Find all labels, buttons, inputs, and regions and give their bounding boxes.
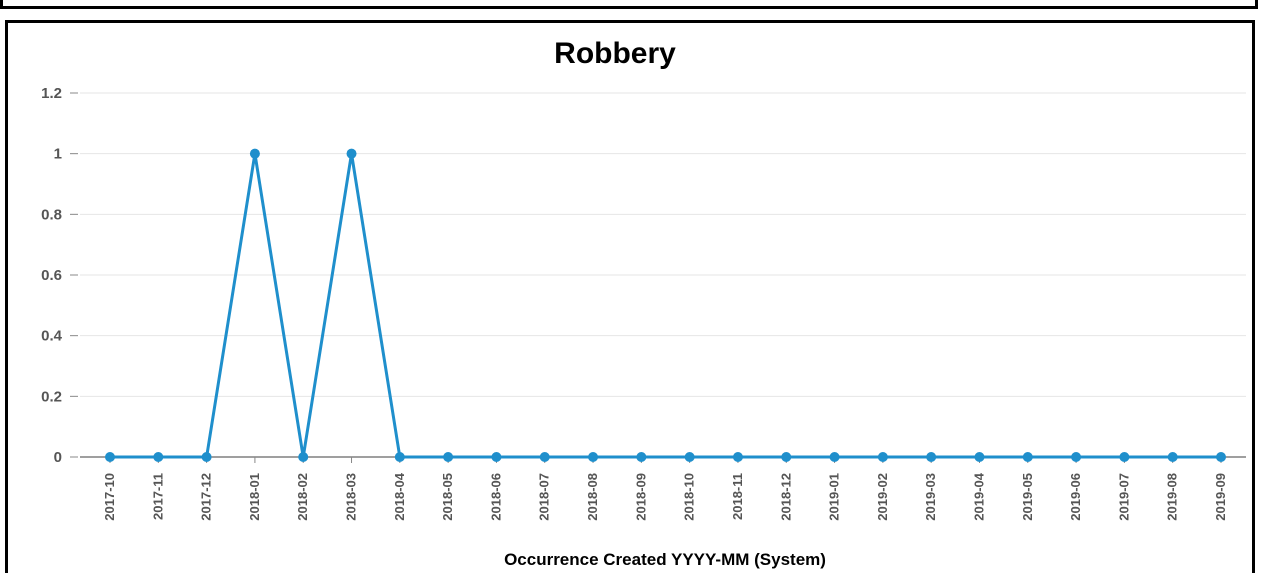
x-tick-label: 2019-09 [1213,473,1228,521]
y-tick-label: 1.2 [41,85,62,102]
x-tick-label: 2017-10 [102,473,117,521]
series-line [110,152,1221,459]
x-tick-label: 2018-01 [247,473,262,521]
data-point[interactable] [539,452,550,462]
x-tick-label: 2019-07 [1116,473,1131,521]
x-tick-label: 2019-02 [875,473,890,521]
y-axis-ticks: 0 0.2 0.4 0.6 0.8 1 1.2 [41,85,78,466]
data-point[interactable] [1119,452,1130,462]
x-axis-ticks: 2017-10 2017-11 2017-12 2018-01 2018-02 2018-… [102,457,1228,521]
x-tick-label: 2018-07 [537,473,552,521]
data-point[interactable] [153,452,164,462]
x-tick-label: 2018-08 [585,473,600,521]
chart-panel: Robbery 0 0.2 0.4 0.6 0.8 1 1.2 2017-10 2017-11… [5,20,1255,573]
data-point[interactable] [588,452,599,462]
x-tick-label: 2018-05 [440,473,455,521]
data-point[interactable] [926,452,937,462]
grid-lines [80,92,1246,397]
data-point[interactable] [636,452,647,462]
data-point[interactable] [877,452,888,462]
data-point[interactable] [443,452,454,462]
y-tick-label: 1 [54,146,62,163]
data-point[interactable] [829,452,840,462]
data-point[interactable] [732,452,743,462]
data-point[interactable] [1071,452,1082,462]
data-point[interactable] [491,452,502,462]
data-point[interactable] [1022,452,1033,462]
data-point[interactable] [1167,452,1178,462]
data-point[interactable] [781,452,792,462]
x-axis-label: Occurrence Created YYYY-MM (System) [504,550,826,569]
x-tick-label: 2018-03 [344,473,359,521]
data-point[interactable] [105,452,115,462]
x-tick-label: 2018-12 [778,473,793,521]
chart-title: Robbery [554,37,676,70]
data-point[interactable] [974,452,985,462]
x-tick-label: 2017-12 [199,473,214,521]
data-point[interactable] [346,148,357,159]
x-tick-label: 2018-09 [633,473,648,521]
y-tick-label: 0.6 [41,267,62,284]
x-tick-label: 2019-03 [923,473,938,521]
data-point[interactable] [394,452,405,462]
x-tick-label: 2018-11 [730,473,745,520]
x-tick-label: 2018-02 [295,473,310,521]
x-tick-label: 2017-11 [150,473,165,520]
y-tick-label: 0.2 [41,388,62,405]
x-tick-label: 2018-10 [682,473,697,521]
y-tick-label: 0.4 [41,328,63,345]
robbery-line-chart: Robbery 0 0.2 0.4 0.6 0.8 1 1.2 2017-10 2017-11… [41,37,1246,569]
x-tick-label: 2018-06 [488,473,503,521]
x-tick-label: 2019-04 [971,472,986,520]
data-point[interactable] [684,452,695,462]
x-tick-label: 2019-05 [1020,473,1035,521]
series-layer [105,148,1226,462]
data-point[interactable] [1216,452,1226,462]
y-tick-label: 0 [54,449,62,466]
y-tick-label: 0.8 [41,206,62,223]
x-tick-label: 2019-01 [827,473,842,521]
x-tick-label: 2019-08 [1165,473,1180,521]
x-tick-label: 2019-06 [1068,473,1083,521]
data-point[interactable] [249,148,260,159]
x-tick-label: 2018-04 [392,472,407,520]
data-point[interactable] [298,452,309,462]
data-point[interactable] [201,452,212,462]
top-panel-frame [0,0,1258,9]
